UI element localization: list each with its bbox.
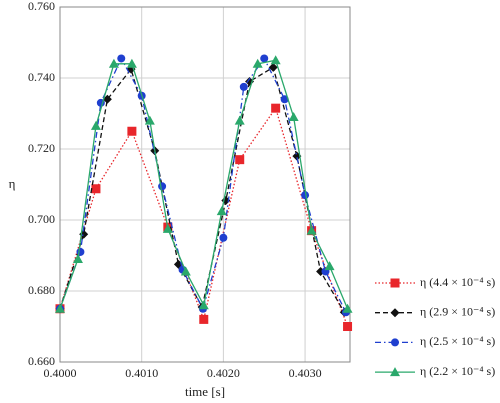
y-tick-label: 0.680	[28, 283, 55, 297]
marker	[260, 54, 269, 63]
marker	[72, 254, 83, 264]
marker	[91, 184, 101, 194]
marker	[219, 233, 228, 242]
x-tick-label: 0.4010	[125, 366, 158, 380]
marker	[288, 112, 299, 122]
legend-label: η (2.5 × 10⁻⁴ s)	[420, 334, 495, 348]
legend-label: η (4.4 × 10⁻⁴ s)	[420, 275, 495, 289]
marker	[198, 300, 209, 310]
marker	[306, 225, 317, 235]
marker	[158, 182, 167, 191]
y-tick-label: 0.740	[28, 70, 55, 84]
marker	[239, 82, 248, 91]
marker	[162, 223, 173, 233]
y-tick-label: 0.660	[28, 354, 55, 368]
x-tick-label: 0.4030	[289, 366, 322, 380]
legend-label: η (2.9 × 10⁻⁴ s)	[420, 304, 495, 318]
marker	[234, 115, 245, 125]
marker	[180, 266, 191, 276]
y-tick-label: 0.720	[28, 141, 55, 155]
marker	[280, 95, 289, 104]
x-axis-label: time [s]	[185, 384, 225, 399]
marker	[127, 126, 137, 136]
series-line	[59, 106, 349, 327]
marker	[199, 314, 209, 324]
marker	[301, 191, 310, 200]
marker	[126, 58, 137, 68]
legend-marker	[390, 308, 400, 318]
marker	[108, 58, 119, 68]
marker	[252, 58, 263, 68]
marker	[235, 155, 245, 165]
marker	[343, 322, 353, 331]
x-tick-label: 0.4020	[207, 366, 240, 380]
marker	[55, 303, 65, 313]
marker	[324, 261, 335, 271]
plot-frame	[59, 6, 351, 363]
marker	[102, 94, 112, 104]
legend-marker	[391, 338, 399, 347]
marker	[144, 115, 155, 125]
marker	[117, 54, 126, 63]
series-line	[59, 57, 347, 313]
marker	[342, 303, 353, 313]
marker	[90, 120, 101, 130]
legend-marker	[390, 367, 400, 377]
y-tick-label: 0.700	[28, 212, 55, 226]
x-tick-label: 0.4000	[44, 366, 77, 380]
legend-marker	[390, 278, 400, 288]
y-tick-label: 0.760	[28, 0, 55, 13]
marker	[271, 103, 281, 113]
marker	[268, 62, 278, 72]
marker	[270, 55, 281, 65]
y-axis-label: η	[9, 176, 16, 191]
legend-label: η (2.2 × 10⁻⁴ s)	[420, 364, 495, 378]
marker	[216, 206, 227, 216]
